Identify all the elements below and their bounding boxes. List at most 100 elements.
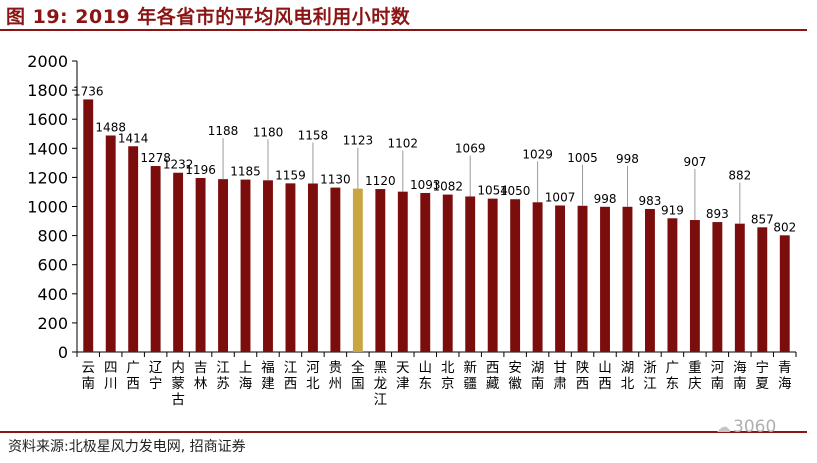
x-tick-label: 藏: [486, 376, 500, 392]
x-tick-label: 江: [216, 360, 230, 376]
x-tick-label: 庆: [688, 376, 702, 392]
data-label: 998: [594, 192, 617, 206]
data-label: 1185: [230, 165, 261, 179]
y-tick-label: 1000: [27, 198, 68, 217]
data-label: 1188: [208, 124, 239, 138]
x-tick-label: 肃: [553, 376, 567, 392]
x-tick-label: 福: [261, 360, 275, 376]
x-tick-label: 北: [621, 376, 635, 392]
bar: [397, 191, 408, 352]
x-tick-label: 广: [666, 360, 680, 376]
data-label: 1123: [343, 134, 374, 148]
bar: [375, 189, 386, 352]
bar: [285, 183, 296, 352]
data-label: 1736: [73, 84, 104, 98]
x-tick-label: 西: [126, 376, 140, 392]
y-tick-label: 1200: [27, 168, 68, 187]
x-tick-label: 北: [441, 360, 455, 376]
x-tick-label: 苏: [216, 376, 230, 392]
data-label: 1102: [388, 137, 419, 151]
data-label: 1120: [365, 174, 396, 188]
x-tick-label: 内: [171, 360, 185, 376]
chart-category-labels: 云南四川广西辽宁内蒙古吉林江苏上海福建江西河北贵州全国黑龙江天津山东北京新疆西藏…: [81, 359, 791, 408]
data-label: 802: [773, 220, 796, 234]
data-label: 983: [639, 194, 662, 208]
x-tick-label: 云: [81, 360, 95, 376]
watermark-text: 3060: [733, 417, 777, 437]
data-label: 1093: [410, 178, 441, 192]
bar: [689, 220, 700, 352]
x-tick-label: 山: [598, 360, 612, 376]
x-tick-label: 浙: [643, 360, 657, 376]
x-tick-label: 国: [351, 376, 365, 392]
bar: [128, 146, 139, 352]
y-tick-label: 0: [58, 343, 68, 362]
y-tick-label: 2000: [27, 52, 68, 71]
x-tick-label: 林: [194, 376, 208, 392]
y-tick-label: 200: [37, 314, 68, 333]
data-label: 1159: [275, 168, 306, 182]
bar: [532, 202, 543, 352]
x-tick-label: 河: [306, 360, 320, 376]
data-label: 1130: [320, 173, 351, 187]
bar: [667, 218, 678, 352]
data-label: 1007: [545, 190, 576, 204]
x-tick-label: 西: [486, 360, 500, 376]
x-tick-label: 西: [598, 376, 612, 392]
x-tick-label: 海: [778, 376, 792, 392]
data-label: 1029: [522, 147, 553, 161]
data-label: 1488: [95, 120, 126, 134]
x-tick-label: 建: [261, 376, 275, 392]
y-tick-label: 1600: [27, 110, 68, 129]
x-tick-label: 上: [239, 360, 253, 376]
data-label: 1082: [432, 180, 463, 194]
wechat-icon: ☁: [716, 418, 731, 436]
x-tick-label: 南: [711, 376, 725, 392]
data-label: 1180: [253, 125, 284, 139]
bar: [420, 192, 431, 352]
x-tick-label: 京: [441, 376, 455, 392]
x-tick-label: 辽: [149, 360, 163, 376]
x-tick-label: 南: [81, 376, 95, 392]
x-tick-label: 东: [419, 376, 433, 392]
data-label: 1232: [163, 158, 194, 172]
data-label: 1158: [298, 129, 329, 143]
x-tick-label: 安: [508, 360, 522, 376]
y-tick-label: 600: [37, 256, 68, 275]
x-tick-label: 海: [733, 360, 747, 376]
x-tick-label: 南: [531, 376, 545, 392]
x-tick-label: 重: [688, 360, 702, 376]
x-tick-label: 海: [239, 376, 253, 392]
x-tick-label: 甘: [553, 360, 567, 376]
x-tick-label: 青: [778, 360, 792, 376]
watermark: ☁ 3060: [716, 417, 776, 437]
y-tick-label: 400: [37, 285, 68, 304]
data-label: 1278: [140, 151, 171, 165]
bar: [218, 179, 228, 352]
bar: [150, 166, 161, 352]
x-tick-label: 北: [306, 376, 320, 392]
bar: [600, 206, 610, 352]
data-label: 1069: [455, 141, 486, 155]
bar: [712, 222, 723, 352]
data-label: 857: [751, 212, 774, 226]
bar: [622, 206, 633, 352]
data-label: 1196: [185, 163, 216, 177]
figure-title: 图 19: 2019 年各省市的平均风电利用小时数: [6, 6, 411, 28]
bar: [195, 177, 206, 352]
data-label: 893: [706, 207, 729, 221]
x-tick-label: 西: [576, 376, 590, 392]
x-tick-label: 湖: [621, 360, 635, 376]
data-label: 1414: [118, 131, 149, 145]
data-label: 1005: [567, 151, 598, 165]
x-tick-label: 疆: [463, 376, 477, 392]
title-divider: [0, 29, 807, 31]
bar: [352, 188, 363, 352]
bar: [330, 187, 341, 352]
chart-axes: 0 200 400 600 800 1000 1200 1400 1600 1800 2000: [27, 52, 797, 362]
x-tick-label: 山: [419, 360, 433, 376]
x-tick-label: 津: [396, 376, 410, 392]
bar: [442, 194, 453, 352]
